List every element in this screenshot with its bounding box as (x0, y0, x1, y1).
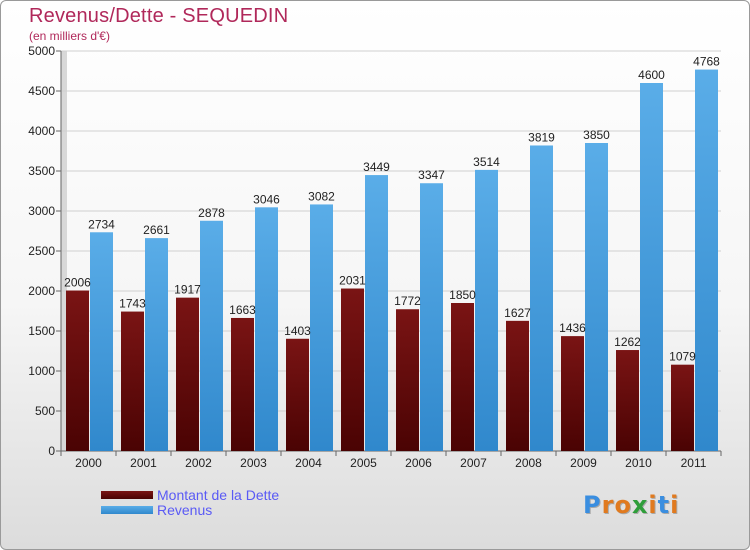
bar-revenus (530, 145, 553, 452)
chart-title: Revenus/Dette - SEQUEDIN (29, 5, 289, 27)
legend-item-dette: Montant de la Dette (101, 486, 280, 503)
bar-revenus (90, 232, 113, 451)
logo-letter: t (657, 491, 671, 519)
y-tick-label: 4500 (28, 84, 55, 98)
value-label-revenus: 2661 (143, 223, 170, 237)
value-label-revenus: 4600 (638, 68, 665, 82)
legend: Montant de la Dette Revenus (101, 486, 280, 518)
value-label-dette: 1403 (284, 324, 311, 338)
bar-dette (451, 303, 474, 451)
legend-label-revenus: Revenus (157, 501, 213, 518)
value-label-revenus: 3819 (528, 130, 555, 144)
legend-swatch-revenus (101, 505, 153, 514)
logo-letter: i (670, 491, 680, 519)
y-tick-label: 5000 (28, 44, 55, 58)
x-tick-label: 2002 (185, 456, 212, 470)
bar-revenus (475, 169, 498, 451)
value-label-dette: 1627 (504, 306, 531, 320)
bar-revenus (695, 69, 718, 451)
y-tick-label: 500 (35, 404, 55, 418)
y-tick-label: 0 (48, 444, 55, 458)
bar-dette (286, 338, 309, 451)
value-label-dette: 1436 (559, 321, 586, 335)
value-label-revenus: 4768 (693, 55, 720, 69)
x-tick-label: 2008 (515, 456, 542, 470)
x-tick-label: 2000 (75, 456, 102, 470)
x-tick-label: 2001 (130, 456, 157, 470)
value-label-revenus: 2734 (88, 217, 115, 231)
bar-dette (121, 311, 144, 451)
bar-dette (671, 364, 694, 451)
value-label-revenus: 2878 (198, 206, 225, 220)
bar-revenus (310, 204, 333, 451)
value-label-revenus: 3449 (363, 160, 390, 174)
x-tick-label: 2004 (295, 456, 322, 470)
value-label-dette: 1262 (614, 335, 641, 349)
value-label-dette: 1079 (669, 350, 696, 364)
logo-letter: i (648, 491, 658, 519)
bar-dette (176, 297, 199, 451)
bar-revenus (420, 183, 443, 452)
bar-dette (396, 309, 419, 451)
legend-item-revenus: Revenus (101, 501, 279, 518)
value-label-dette: 2031 (339, 274, 366, 288)
bar-revenus (255, 207, 278, 451)
bar-revenus (365, 175, 388, 451)
logo-letter: P (583, 491, 602, 519)
value-label-dette: 1663 (229, 303, 256, 317)
bar-dette (341, 288, 364, 451)
bar-dette (561, 336, 584, 451)
legend-label-dette: Montant de la Dette (157, 486, 280, 503)
bar-dette (506, 320, 529, 451)
y-tick-label: 1500 (28, 324, 55, 338)
value-label-dette: 2006 (64, 276, 91, 290)
value-label-revenus: 3850 (583, 128, 610, 142)
y-tick-label: 3000 (28, 204, 55, 218)
y-tick-label: 2500 (28, 244, 55, 258)
bar-revenus (200, 220, 223, 451)
x-tick-label: 2007 (460, 456, 487, 470)
chart-subtitle: (en milliers d'€) (29, 29, 110, 43)
y-tick-label: 3500 (28, 164, 55, 178)
value-label-revenus: 3514 (473, 155, 500, 169)
bar-dette (66, 290, 89, 451)
bar-dette (231, 317, 254, 451)
logo-letter: x (631, 491, 649, 519)
logo-letter: o (614, 491, 632, 519)
value-label-revenus: 3082 (308, 189, 335, 203)
value-label-dette: 1743 (119, 297, 146, 311)
bar-dette (616, 350, 639, 451)
y-tick-label: 4000 (28, 124, 55, 138)
value-label-revenus: 3046 (253, 192, 280, 206)
value-label-dette: 1917 (174, 283, 201, 297)
proxiti-logo: Proxiti (583, 491, 679, 519)
x-tick-label: 2003 (240, 456, 267, 470)
value-label-dette: 1772 (394, 294, 421, 308)
x-tick-label: 2006 (405, 456, 432, 470)
value-label-revenus: 3347 (418, 168, 445, 182)
bar-revenus (640, 83, 663, 451)
logo-letter: r (601, 491, 615, 519)
x-tick-label: 2010 (625, 456, 652, 470)
value-label-dette: 1850 (449, 288, 476, 302)
bar-revenus (145, 238, 168, 451)
x-tick-label: 2005 (350, 456, 377, 470)
bar-revenus (585, 143, 608, 451)
y-tick-label: 2000 (28, 284, 55, 298)
legend-swatch-dette (101, 490, 153, 499)
x-tick-label: 2009 (570, 456, 597, 470)
y-tick-label: 1000 (28, 364, 55, 378)
x-tick-label: 2011 (681, 456, 707, 470)
